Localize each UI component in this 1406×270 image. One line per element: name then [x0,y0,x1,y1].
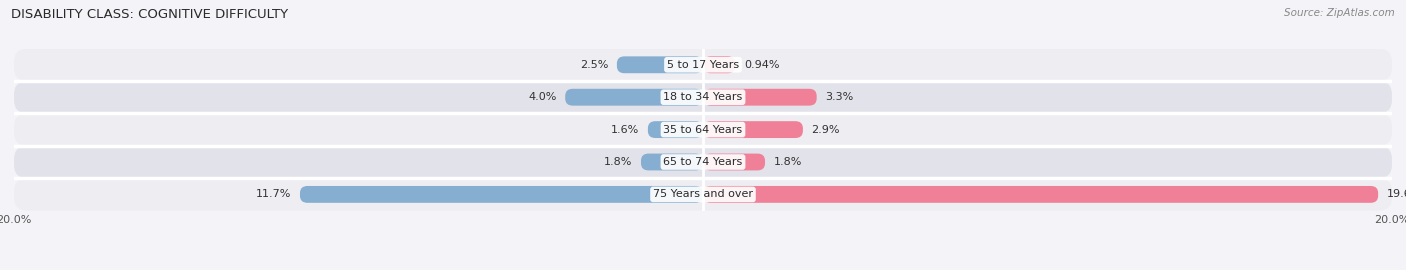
FancyBboxPatch shape [14,178,1392,211]
Text: 1.6%: 1.6% [612,124,640,135]
FancyBboxPatch shape [648,121,703,138]
FancyBboxPatch shape [14,81,1392,113]
Text: Source: ZipAtlas.com: Source: ZipAtlas.com [1284,8,1395,18]
FancyBboxPatch shape [565,89,703,106]
Text: 35 to 64 Years: 35 to 64 Years [664,124,742,135]
FancyBboxPatch shape [617,56,703,73]
FancyBboxPatch shape [14,146,1392,178]
Text: 3.3%: 3.3% [825,92,853,102]
FancyBboxPatch shape [703,186,1378,203]
Text: 18 to 34 Years: 18 to 34 Years [664,92,742,102]
Text: 75 Years and over: 75 Years and over [652,189,754,200]
FancyBboxPatch shape [299,186,703,203]
FancyBboxPatch shape [703,89,817,106]
Text: 11.7%: 11.7% [256,189,291,200]
FancyBboxPatch shape [641,154,703,170]
Text: DISABILITY CLASS: COGNITIVE DIFFICULTY: DISABILITY CLASS: COGNITIVE DIFFICULTY [11,8,288,21]
FancyBboxPatch shape [703,121,803,138]
Text: 65 to 74 Years: 65 to 74 Years [664,157,742,167]
FancyBboxPatch shape [14,113,1392,146]
Text: 0.94%: 0.94% [744,60,779,70]
Text: 1.8%: 1.8% [773,157,801,167]
Text: 2.5%: 2.5% [579,60,609,70]
Text: 4.0%: 4.0% [529,92,557,102]
FancyBboxPatch shape [703,154,765,170]
Text: 5 to 17 Years: 5 to 17 Years [666,60,740,70]
Text: 1.8%: 1.8% [605,157,633,167]
FancyBboxPatch shape [703,56,735,73]
FancyBboxPatch shape [14,49,1392,81]
Text: 2.9%: 2.9% [811,124,839,135]
Text: 19.6%: 19.6% [1386,189,1406,200]
